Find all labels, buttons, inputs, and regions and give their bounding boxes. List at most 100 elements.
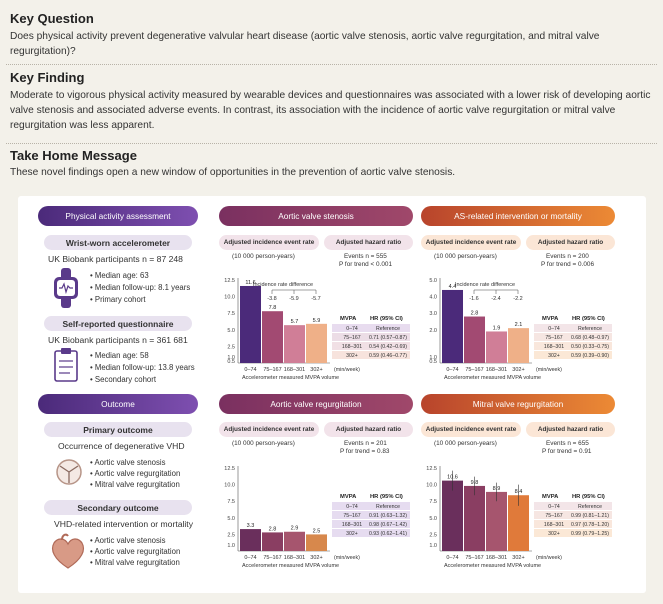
hr-mvpa: 0–74 bbox=[346, 504, 358, 510]
y-tick-label: 5.0 bbox=[227, 328, 235, 334]
bar bbox=[240, 529, 261, 551]
hr-mvpa: 168–301 bbox=[342, 522, 362, 528]
bar bbox=[464, 485, 485, 551]
hr-row bbox=[534, 520, 612, 528]
wrist-b3: • Primary cohort bbox=[90, 295, 146, 304]
outcome-pill: Outcome bbox=[38, 394, 198, 414]
hr-col-ci: HR (95% CI) bbox=[370, 494, 403, 500]
x-unit-label: (min/week) bbox=[536, 367, 562, 373]
x-tick-label: 168–301 bbox=[284, 367, 305, 373]
x-tick-label: 0–74 bbox=[446, 367, 458, 373]
wrist-n: UK Biobank participants n = 87 248 bbox=[48, 254, 183, 264]
hr-value: Reference bbox=[578, 326, 602, 332]
hr-row bbox=[332, 520, 410, 528]
y-tick-label: 10.0 bbox=[224, 483, 235, 489]
y-tick-label: 1.0 bbox=[429, 543, 437, 549]
y-tick-label: 10.0 bbox=[426, 483, 437, 489]
self-b1: • Median age: 58 bbox=[90, 351, 149, 360]
hr-row bbox=[534, 333, 612, 341]
x-tick-label: 75–167 bbox=[263, 367, 281, 373]
hr-mvpa: 75–167 bbox=[343, 335, 360, 341]
data-label: 8.9 bbox=[493, 486, 501, 492]
heart-valve-icon bbox=[56, 459, 82, 485]
y-tick-label: 7.5 bbox=[429, 499, 437, 505]
self-b1-text: Median age: 58 bbox=[94, 351, 149, 360]
mr-chart: 12.5 10.0 7.5 5.0 2.5 1.0 10.6 0–74 9.8 75–167 8.9… bbox=[426, 466, 612, 569]
hr-mvpa: 302+ bbox=[346, 531, 358, 537]
ar-ptrend: P for trend = 0.83 bbox=[340, 448, 390, 455]
self-n: UK Biobank participants n = 361 681 bbox=[48, 335, 188, 345]
as-adj-hr: Adjusted hazard ratio bbox=[324, 235, 413, 250]
x-axis-label: Accelerometer measured MVPA volume bbox=[242, 375, 339, 381]
wrist-b1: • Median age: 63 bbox=[90, 271, 149, 280]
mr-ptrend: P for trend = 0.91 bbox=[542, 448, 592, 455]
hr-value: 0.71 (0.57–0.87) bbox=[369, 335, 407, 341]
bar bbox=[306, 534, 327, 551]
primary-b1-text: Aortic valve stenosis bbox=[94, 458, 166, 467]
hr-value: Reference bbox=[376, 504, 400, 510]
x-axis-label: Accelerometer measured MVPA volume bbox=[444, 563, 541, 569]
hr-value: Reference bbox=[376, 326, 400, 332]
x-tick-label: 75–167 bbox=[465, 555, 483, 561]
data-label: 2.9 bbox=[291, 526, 299, 532]
ar-chart: 12.5 10.0 7.5 5.0 2.5 1.0 3.3 0–74 2.8 75–167 2.9 1… bbox=[224, 466, 410, 569]
y-tick-label: 12.5 bbox=[224, 278, 235, 284]
data-label: 2.8 bbox=[471, 311, 479, 317]
wrist-b3-text: Primary cohort bbox=[94, 295, 146, 304]
hr-row bbox=[534, 351, 612, 359]
bar bbox=[306, 323, 327, 363]
hr-value: 0.59 (0.39–0.90) bbox=[571, 353, 609, 359]
secondary-b3-text: Mitral valve regurgitation bbox=[94, 558, 180, 567]
bar bbox=[284, 325, 305, 363]
wrist-title: Wrist-worn accelerometer bbox=[44, 235, 192, 250]
primary-b3: • Mitral valve regurgitation bbox=[90, 480, 180, 489]
ird-value: -5.9 bbox=[289, 296, 298, 302]
ar-events: Events n = 201 bbox=[344, 440, 387, 447]
y-tick-label: 1.0 bbox=[227, 543, 235, 549]
bar bbox=[240, 285, 261, 363]
y-tick-label: 5.0 bbox=[429, 516, 437, 522]
y-tick-label: 10.0 bbox=[224, 295, 235, 301]
mr-per: (10 000 person-years) bbox=[434, 440, 497, 447]
hr-mvpa: 302+ bbox=[548, 531, 560, 537]
x-tick-label: 168–301 bbox=[486, 555, 507, 561]
ar-per: (10 000 person-years) bbox=[232, 440, 295, 447]
y-tick-label: 7.5 bbox=[227, 499, 235, 505]
self-b2-text: Median follow-up: 13.8 years bbox=[94, 363, 195, 372]
asi-chart: 5.0 4.0 3.0 2.0 1.00.5 4.4 0–74 2.8 75–167 1.9 168… bbox=[429, 278, 612, 381]
hr-value: 0.99 (0.81–1.21) bbox=[571, 513, 609, 519]
hr-col-ci: HR (95% CI) bbox=[370, 316, 403, 322]
ird-value: -2.2 bbox=[513, 296, 522, 302]
y-tick-label: 2.5 bbox=[227, 344, 235, 350]
divider bbox=[6, 143, 657, 144]
primary-b2-text: Aortic valve regurgitation bbox=[94, 469, 181, 478]
graphical-abstract: Physical activity assessment Wrist-worn … bbox=[18, 196, 646, 593]
ar-adj-hr: Adjusted hazard ratio bbox=[324, 422, 413, 437]
y-tick-label: 5.0 bbox=[429, 278, 437, 284]
primary-title: Primary outcome bbox=[44, 422, 192, 437]
data-label: 8.4 bbox=[515, 489, 523, 495]
x-unit-label: (min/week) bbox=[536, 555, 562, 561]
hr-row bbox=[332, 529, 410, 537]
as-title-pill: Aortic valve stenosis bbox=[219, 206, 413, 226]
hr-row bbox=[534, 511, 612, 519]
hr-value: 0.93 (0.62–1.41) bbox=[369, 531, 407, 537]
hr-mvpa: 75–167 bbox=[343, 513, 360, 519]
hr-row bbox=[332, 342, 410, 350]
hr-row bbox=[332, 511, 410, 519]
key-finding-text: Moderate to vigorous physical activity m… bbox=[10, 90, 651, 131]
bar bbox=[442, 289, 463, 363]
wrist-b2: • Median follow-up: 8.1 years bbox=[90, 283, 191, 292]
secondary-b3: • Mitral valve regurgitation bbox=[90, 558, 180, 567]
data-label: 4.4 bbox=[449, 284, 457, 290]
hr-value: 0.98 (0.67–1.42) bbox=[369, 522, 407, 528]
hr-value: 0.97 (0.78–1.20) bbox=[571, 522, 609, 528]
hr-col-mvpa: MVPA bbox=[340, 494, 357, 500]
key-question-heading: Key Question bbox=[10, 11, 94, 26]
data-label: 5.7 bbox=[291, 319, 299, 325]
hr-row bbox=[534, 502, 612, 510]
x-tick-label: 302+ bbox=[310, 555, 322, 561]
hr-value: 0.54 (0.42–0.69) bbox=[369, 344, 407, 350]
hr-row bbox=[534, 529, 612, 537]
heart-icon bbox=[51, 533, 85, 569]
